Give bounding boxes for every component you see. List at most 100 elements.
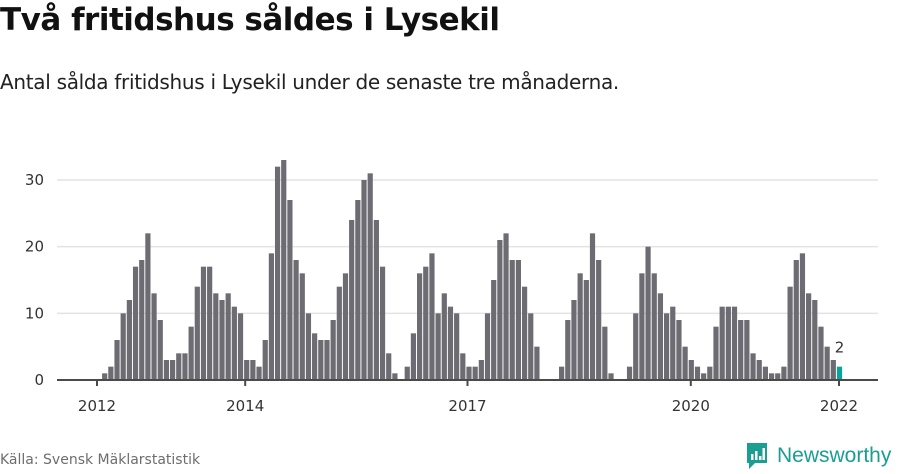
x-axis	[57, 379, 878, 386]
bar	[114, 340, 120, 380]
bar	[478, 360, 484, 380]
bar	[244, 360, 250, 380]
bar	[836, 366, 843, 380]
bar	[503, 233, 509, 380]
bar	[256, 366, 262, 380]
bar	[651, 273, 657, 380]
bar	[762, 366, 768, 380]
bar	[355, 200, 361, 380]
bar	[664, 313, 670, 380]
bar	[410, 333, 417, 380]
bar	[102, 373, 108, 380]
bar	[657, 293, 664, 380]
bar	[775, 373, 781, 380]
y-tick-label: 30	[25, 171, 44, 189]
bar	[528, 313, 534, 380]
bar	[688, 360, 694, 380]
bar	[132, 266, 139, 380]
bar	[565, 320, 571, 380]
bar	[182, 353, 188, 380]
bar	[176, 353, 182, 380]
bar	[157, 320, 163, 380]
bar	[534, 346, 540, 380]
bar	[225, 293, 231, 380]
bar	[830, 360, 836, 380]
bar	[812, 300, 818, 380]
bar	[145, 233, 151, 380]
bar	[750, 353, 756, 380]
bar	[312, 333, 318, 380]
bar	[342, 273, 349, 380]
bar	[731, 306, 738, 380]
bar	[608, 373, 614, 380]
bar	[484, 313, 491, 380]
bar	[466, 366, 472, 380]
bar	[274, 166, 281, 380]
x-tick-label: 2020	[672, 397, 710, 415]
y-tick-label: 0	[34, 371, 44, 389]
bar	[373, 220, 379, 380]
y-tick-label: 20	[25, 238, 44, 256]
bar	[139, 260, 145, 380]
bar	[472, 366, 478, 380]
bar	[108, 366, 114, 380]
bar	[441, 293, 447, 380]
bar	[713, 326, 719, 380]
bar	[250, 360, 256, 380]
bar	[497, 240, 503, 380]
annotation-label: 2	[835, 339, 845, 357]
bar	[299, 273, 305, 380]
bar	[404, 366, 410, 380]
bar	[318, 340, 324, 380]
bar	[707, 366, 713, 380]
newsworthy-logo: Newsworthy	[745, 441, 891, 471]
bar	[626, 366, 633, 380]
y-axis-labels: 0 10 20 30	[25, 171, 44, 389]
bar	[200, 266, 207, 380]
bar	[577, 273, 583, 380]
bar	[386, 353, 392, 380]
bar	[596, 260, 602, 380]
bar	[423, 266, 429, 380]
y-tick-label: 10	[25, 304, 44, 322]
bar	[559, 366, 565, 380]
bar	[367, 173, 373, 380]
x-tick-label: 2022	[820, 397, 858, 415]
bar	[768, 373, 775, 380]
bar	[349, 220, 355, 380]
bar	[521, 286, 528, 380]
bar	[120, 313, 126, 380]
bar	[725, 306, 731, 380]
gridlines	[57, 179, 878, 315]
bars	[102, 160, 843, 380]
bar	[645, 246, 651, 380]
bar	[417, 273, 423, 380]
bar	[330, 320, 336, 380]
bar	[188, 326, 194, 380]
bar	[231, 306, 237, 380]
bar	[781, 366, 787, 380]
x-axis-labels: 2012 2014 2017 2020 2022	[78, 397, 858, 415]
bar	[589, 233, 596, 380]
bar	[806, 293, 812, 380]
bar	[293, 260, 299, 380]
chart-title: Två fritidshus såldes i Lysekil	[0, 2, 500, 38]
bar	[799, 253, 806, 380]
newsworthy-chart-icon	[747, 443, 767, 469]
chart-subtitle: Antal sålda fritidshus i Lysekil under d…	[0, 70, 619, 94]
bar	[738, 320, 744, 380]
last-value-annotation: 2	[835, 339, 845, 357]
bar	[336, 286, 342, 380]
bar	[429, 253, 435, 380]
bar	[361, 180, 367, 380]
bar	[571, 300, 577, 380]
bar	[207, 266, 213, 380]
bar	[392, 373, 398, 380]
bar	[379, 266, 386, 380]
bar	[170, 360, 176, 380]
x-tick-label: 2017	[448, 397, 486, 415]
bar	[509, 260, 515, 380]
bar	[219, 300, 225, 380]
bar	[694, 366, 701, 380]
bar	[491, 280, 497, 380]
